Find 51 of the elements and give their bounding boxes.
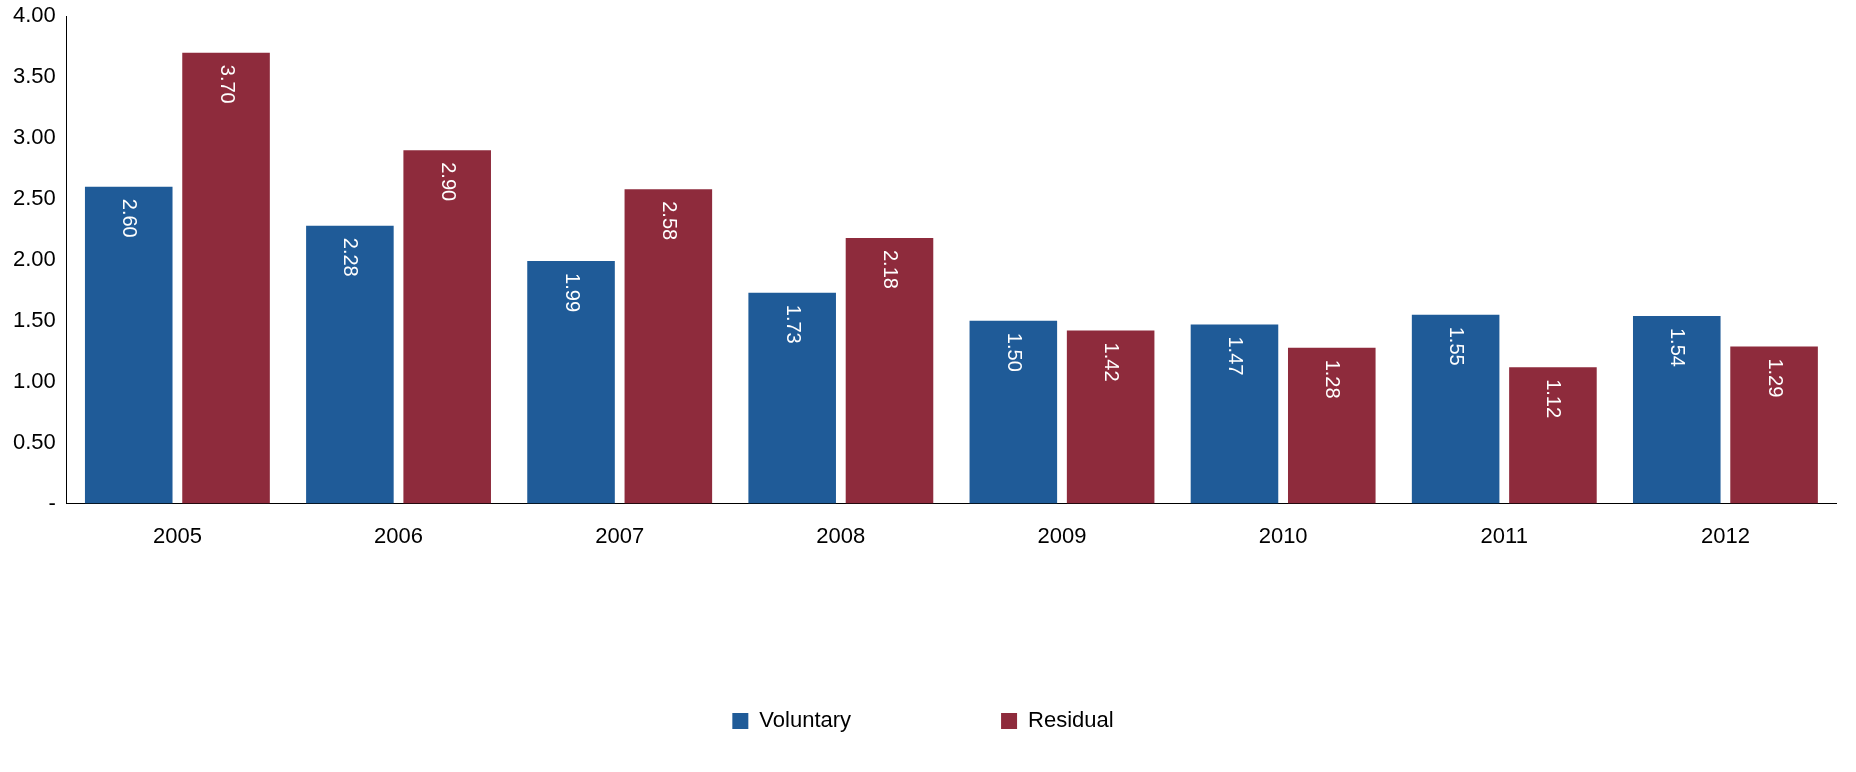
y-tick-label: 2.50 (12, 185, 56, 211)
data-label: 1.73 (782, 304, 805, 344)
data-label: 1.28 (1322, 359, 1345, 399)
bar (624, 189, 713, 504)
bar (403, 150, 491, 504)
bar (182, 52, 270, 504)
x-tick-label: 2008 (816, 522, 866, 548)
data-label: 2.58 (658, 201, 681, 241)
y-tick-label: - (48, 489, 56, 515)
data-label: 2.90 (437, 162, 460, 202)
bar (1730, 346, 1818, 504)
bar (1509, 367, 1597, 504)
x-tick-label: 2006 (374, 522, 424, 548)
data-label: 1.29 (1764, 358, 1787, 398)
data-label: 2.60 (119, 198, 142, 238)
bar (845, 237, 934, 504)
bar (969, 320, 1058, 504)
y-tick-label: 2.00 (12, 245, 56, 271)
data-label: 1.47 (1224, 336, 1247, 376)
legend-label: Voluntary (759, 707, 852, 733)
y-tick-label: 4.00 (12, 2, 56, 28)
data-label: 2.28 (340, 237, 363, 277)
data-label: 1.54 (1667, 327, 1690, 367)
x-tick-label: 2007 (595, 522, 645, 548)
bar (1288, 347, 1376, 504)
y-tick-label: 0.50 (12, 428, 56, 454)
y-tick-label: 1.50 (12, 306, 56, 332)
bar (1411, 314, 1500, 504)
y-tick-label: 1.00 (12, 367, 56, 393)
data-label: 1.55 (1446, 326, 1469, 366)
y-tick-label: 3.50 (12, 63, 56, 89)
data-label: 3.70 (216, 64, 239, 104)
bar (1066, 330, 1155, 504)
x-tick-label: 2009 (1037, 522, 1087, 548)
x-tick-label: 2010 (1258, 522, 1308, 548)
y-tick-label: 3.00 (12, 124, 56, 150)
data-label: 1.50 (1003, 332, 1026, 372)
x-tick-label: 2011 (1480, 522, 1528, 548)
data-label: 1.12 (1543, 379, 1566, 419)
bar (306, 225, 394, 504)
bar (527, 261, 615, 504)
data-label: 1.99 (561, 273, 584, 313)
data-label: 2.18 (879, 249, 902, 289)
bar (1190, 324, 1279, 504)
bar (84, 186, 173, 504)
legend-label: Residual (1028, 707, 1114, 733)
bar (748, 292, 836, 504)
x-tick-label: 2012 (1700, 522, 1750, 548)
x-tick-label: 2005 (152, 522, 202, 548)
bar (1632, 315, 1721, 504)
data-label: 1.42 (1101, 342, 1124, 382)
